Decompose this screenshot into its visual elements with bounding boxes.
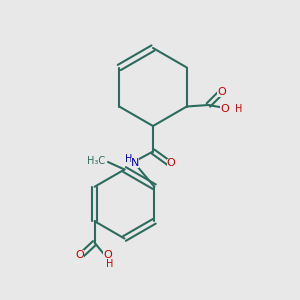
Text: H: H	[106, 259, 113, 269]
Text: O: O	[167, 158, 176, 169]
Text: N: N	[131, 158, 139, 169]
Text: H₃C: H₃C	[88, 155, 106, 166]
Text: O: O	[75, 250, 84, 260]
Text: O: O	[218, 86, 226, 97]
Text: H: H	[125, 154, 133, 164]
Text: H: H	[235, 104, 243, 115]
Text: O: O	[103, 250, 112, 260]
Text: O: O	[220, 104, 229, 115]
